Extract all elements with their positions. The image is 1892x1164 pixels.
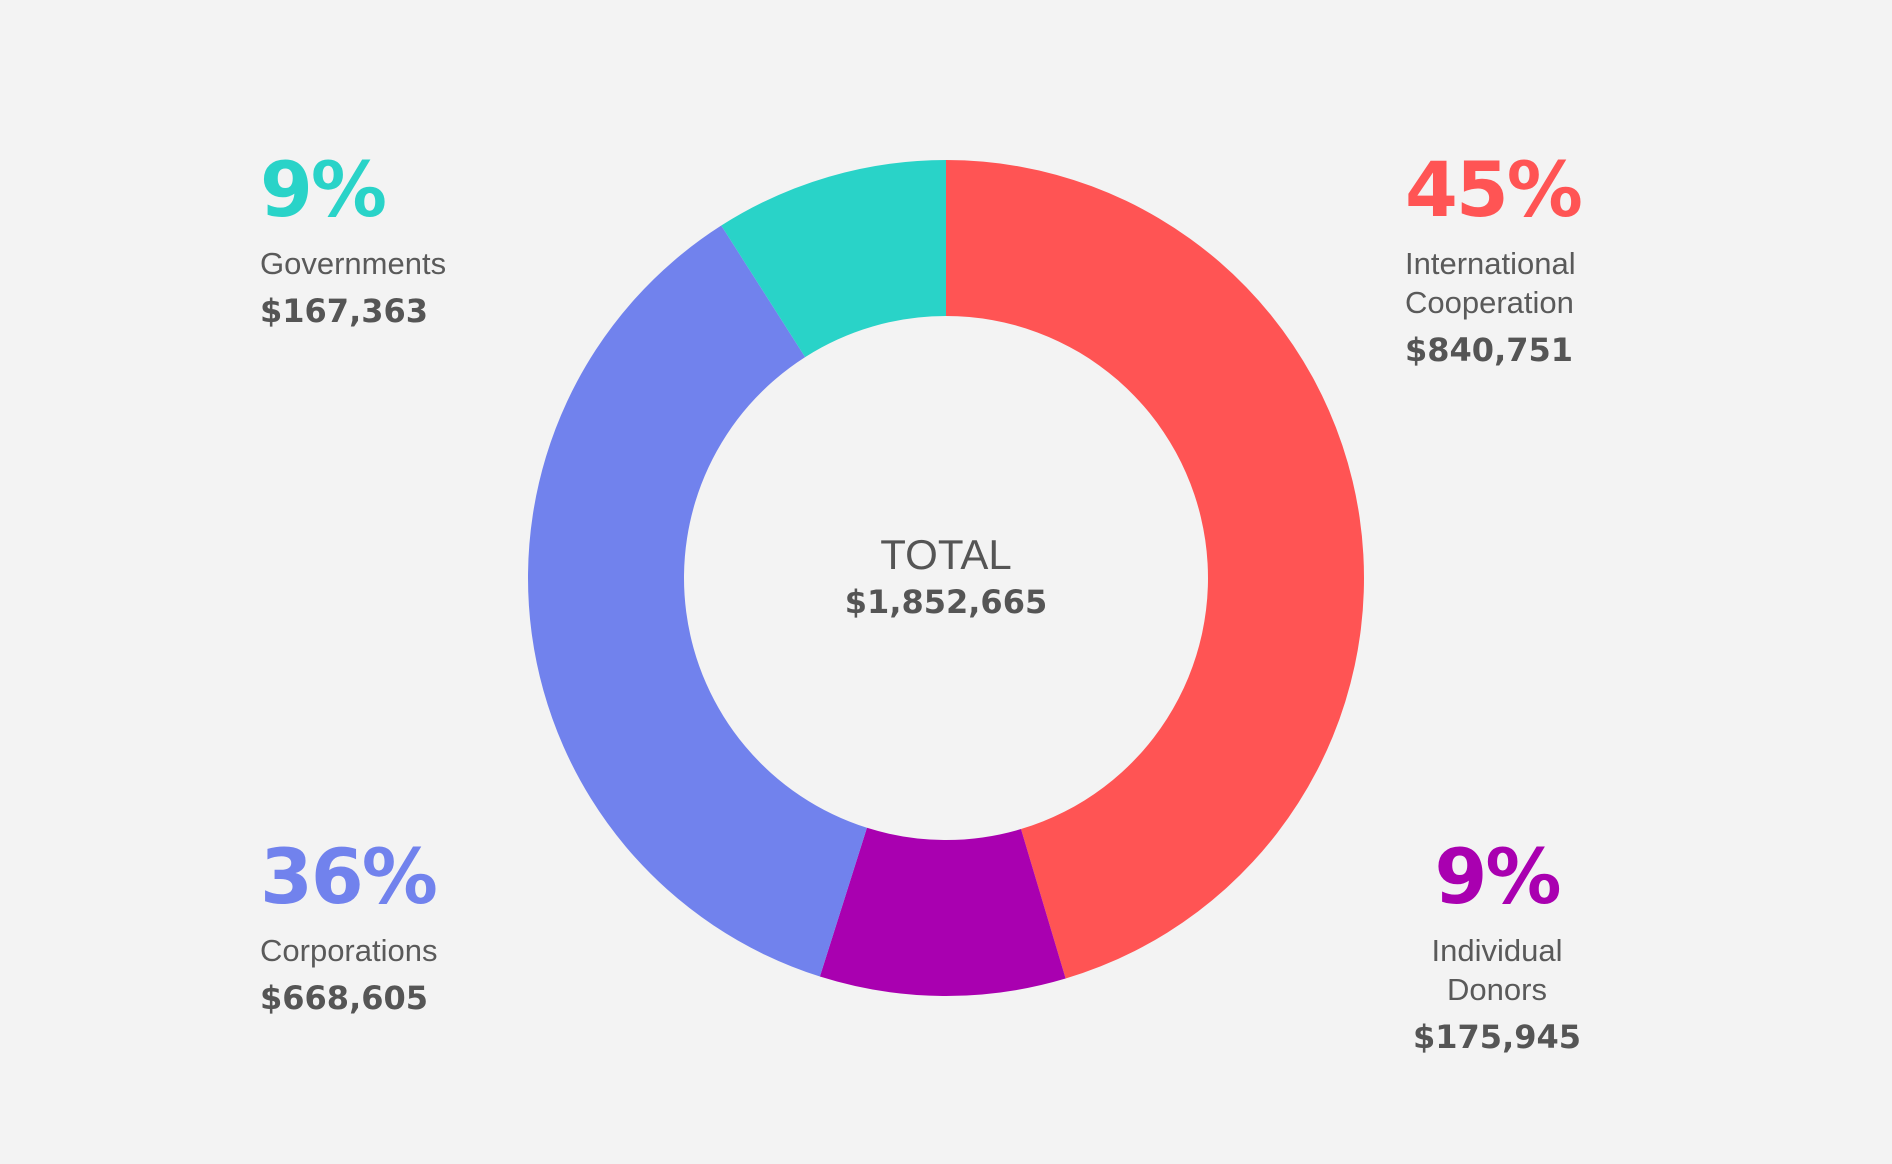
callout-governments: 9% Governments $167,363 [260,150,446,331]
total-value: $1,852,665 [844,583,1048,621]
international-cooperation-label: International Cooperation [1405,246,1576,320]
slice-international-cooperation [946,160,1364,979]
corporations-label: Corporations [260,933,438,968]
callout-international-cooperation: 45% International Cooperation $840,751 [1405,145,1583,370]
individual-donors-percent: 9% [1434,832,1561,921]
international-cooperation-percent: 45% [1405,145,1583,234]
governments-amount: $167,363 [260,292,429,330]
individual-donors-label: Individual Donors [1431,933,1563,1007]
callout-corporations: 36% Corporations $668,605 [260,832,438,1018]
slice-governments [721,160,946,358]
governments-label: Governments [260,246,447,281]
total-title: TOTAL [880,531,1012,578]
slice-corporations [528,225,867,977]
corporations-amount: $668,605 [260,979,429,1017]
corporations-percent: 36% [260,832,438,921]
slice-individual-donors [819,827,1066,996]
international-cooperation-amount: $840,751 [1405,331,1574,369]
individual-donors-amount: $175,945 [1413,1018,1582,1056]
callout-individual-donors: 9% Individual Donors $175,945 [1413,837,1581,1057]
total-label: TOTAL $1,852,665 [796,530,1096,622]
governments-percent: 9% [260,145,387,234]
